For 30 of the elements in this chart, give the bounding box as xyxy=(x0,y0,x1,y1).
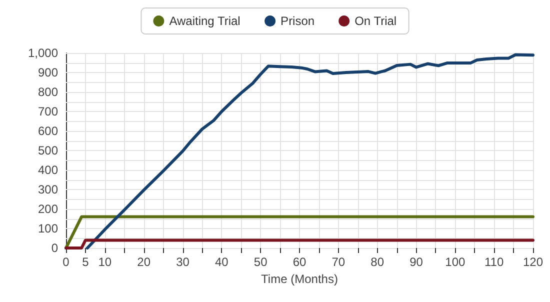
y-tick-label: 500 xyxy=(38,144,58,158)
x-tick-label: 0 xyxy=(62,255,70,269)
y-tick-label: 700 xyxy=(38,104,58,118)
x-tick-label: 60 xyxy=(292,255,306,269)
y-tick-label: 300 xyxy=(38,182,58,196)
x-tick-label: 50 xyxy=(254,255,268,269)
x-axis-title: Time (Months) xyxy=(261,272,338,286)
line-series xyxy=(86,53,534,250)
x-tick-label: 40 xyxy=(214,255,229,269)
x-tick-label: 120 xyxy=(522,255,544,269)
y-tick-label: 1,000 xyxy=(28,46,58,60)
legend-label: Awaiting Trial xyxy=(169,14,240,28)
y-tick-label: 0 xyxy=(51,241,58,255)
y-tick-label: 100 xyxy=(38,222,58,236)
y-tick-label: 200 xyxy=(38,202,58,216)
x-tick-label: 30 xyxy=(176,255,190,269)
x-tick-label: 5 xyxy=(82,255,90,269)
y-tick-label: 800 xyxy=(38,85,58,99)
legend-label: Prison xyxy=(280,14,315,28)
x-tick-label: 20 xyxy=(137,255,151,269)
x-tick-label: 100 xyxy=(445,255,466,269)
x-tick-label: 110 xyxy=(484,255,504,269)
x-tick-label: 90 xyxy=(410,255,424,269)
y-tick-label: 400 xyxy=(38,163,58,177)
legend-label: On Trial xyxy=(354,14,397,28)
x-tick-label: 70 xyxy=(332,255,346,269)
y-tick-label: 600 xyxy=(38,124,58,138)
x-tick-label: 10 xyxy=(98,255,112,269)
x-tick-label: 80 xyxy=(370,255,384,269)
y-tick-label: 900 xyxy=(38,66,58,80)
